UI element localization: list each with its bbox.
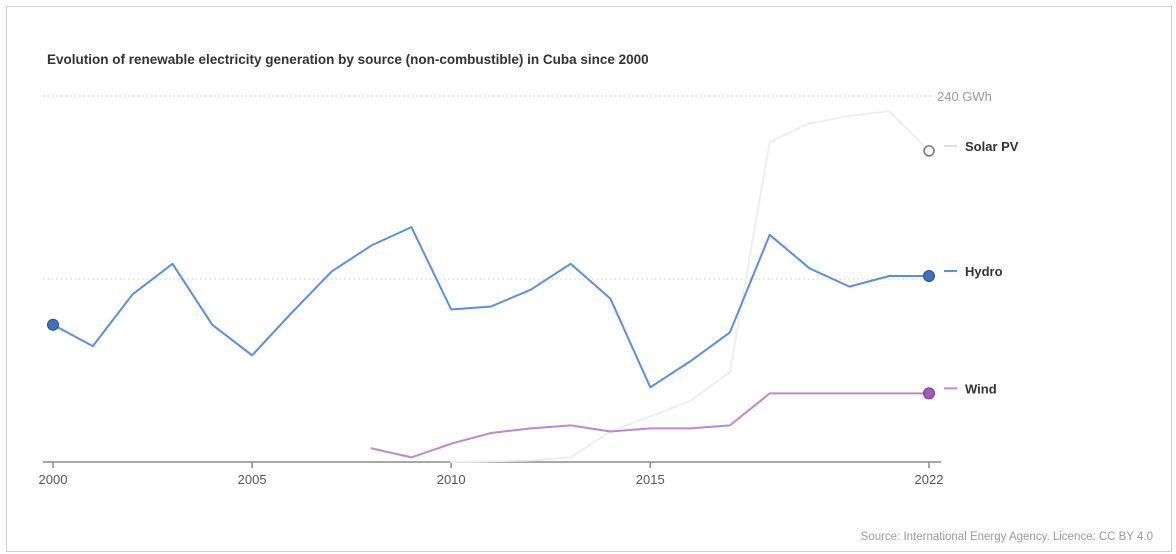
y-gridline-label: 240 GWh — [937, 89, 992, 104]
end-marker-hydro — [923, 269, 935, 282]
end-marker-solar-pv — [923, 145, 935, 157]
legend-label-solar-pv: Solar PV — [965, 139, 1019, 154]
series-line-hydro — [52, 226, 930, 389]
start-marker-hydro — [47, 318, 59, 331]
x-tick-label-2022: 2022 — [915, 472, 944, 487]
legend-label-hydro: Hydro — [965, 264, 1003, 279]
x-tick-label-2015: 2015 — [636, 472, 665, 487]
x-tick-label-2000: 2000 — [39, 472, 68, 487]
series-line-solar-pv — [450, 110, 930, 463]
chart-title: Evolution of renewable electricity gener… — [47, 52, 649, 67]
x-tick-label-2010: 2010 — [437, 472, 466, 487]
end-marker-wind — [923, 387, 935, 400]
source-note: Source: International Energy Agency. Lic… — [860, 531, 1153, 543]
line-chart: 240 GWh 2000 2005 2010 2015 2022 Solar PV Hydro… — [39, 89, 1019, 487]
chart-frame: Evolution of renewable electricity gener… — [6, 6, 1172, 552]
legend-label-wind: Wind — [965, 381, 997, 396]
series-line-wind — [370, 392, 930, 459]
x-tick-label-2005: 2005 — [238, 472, 267, 487]
